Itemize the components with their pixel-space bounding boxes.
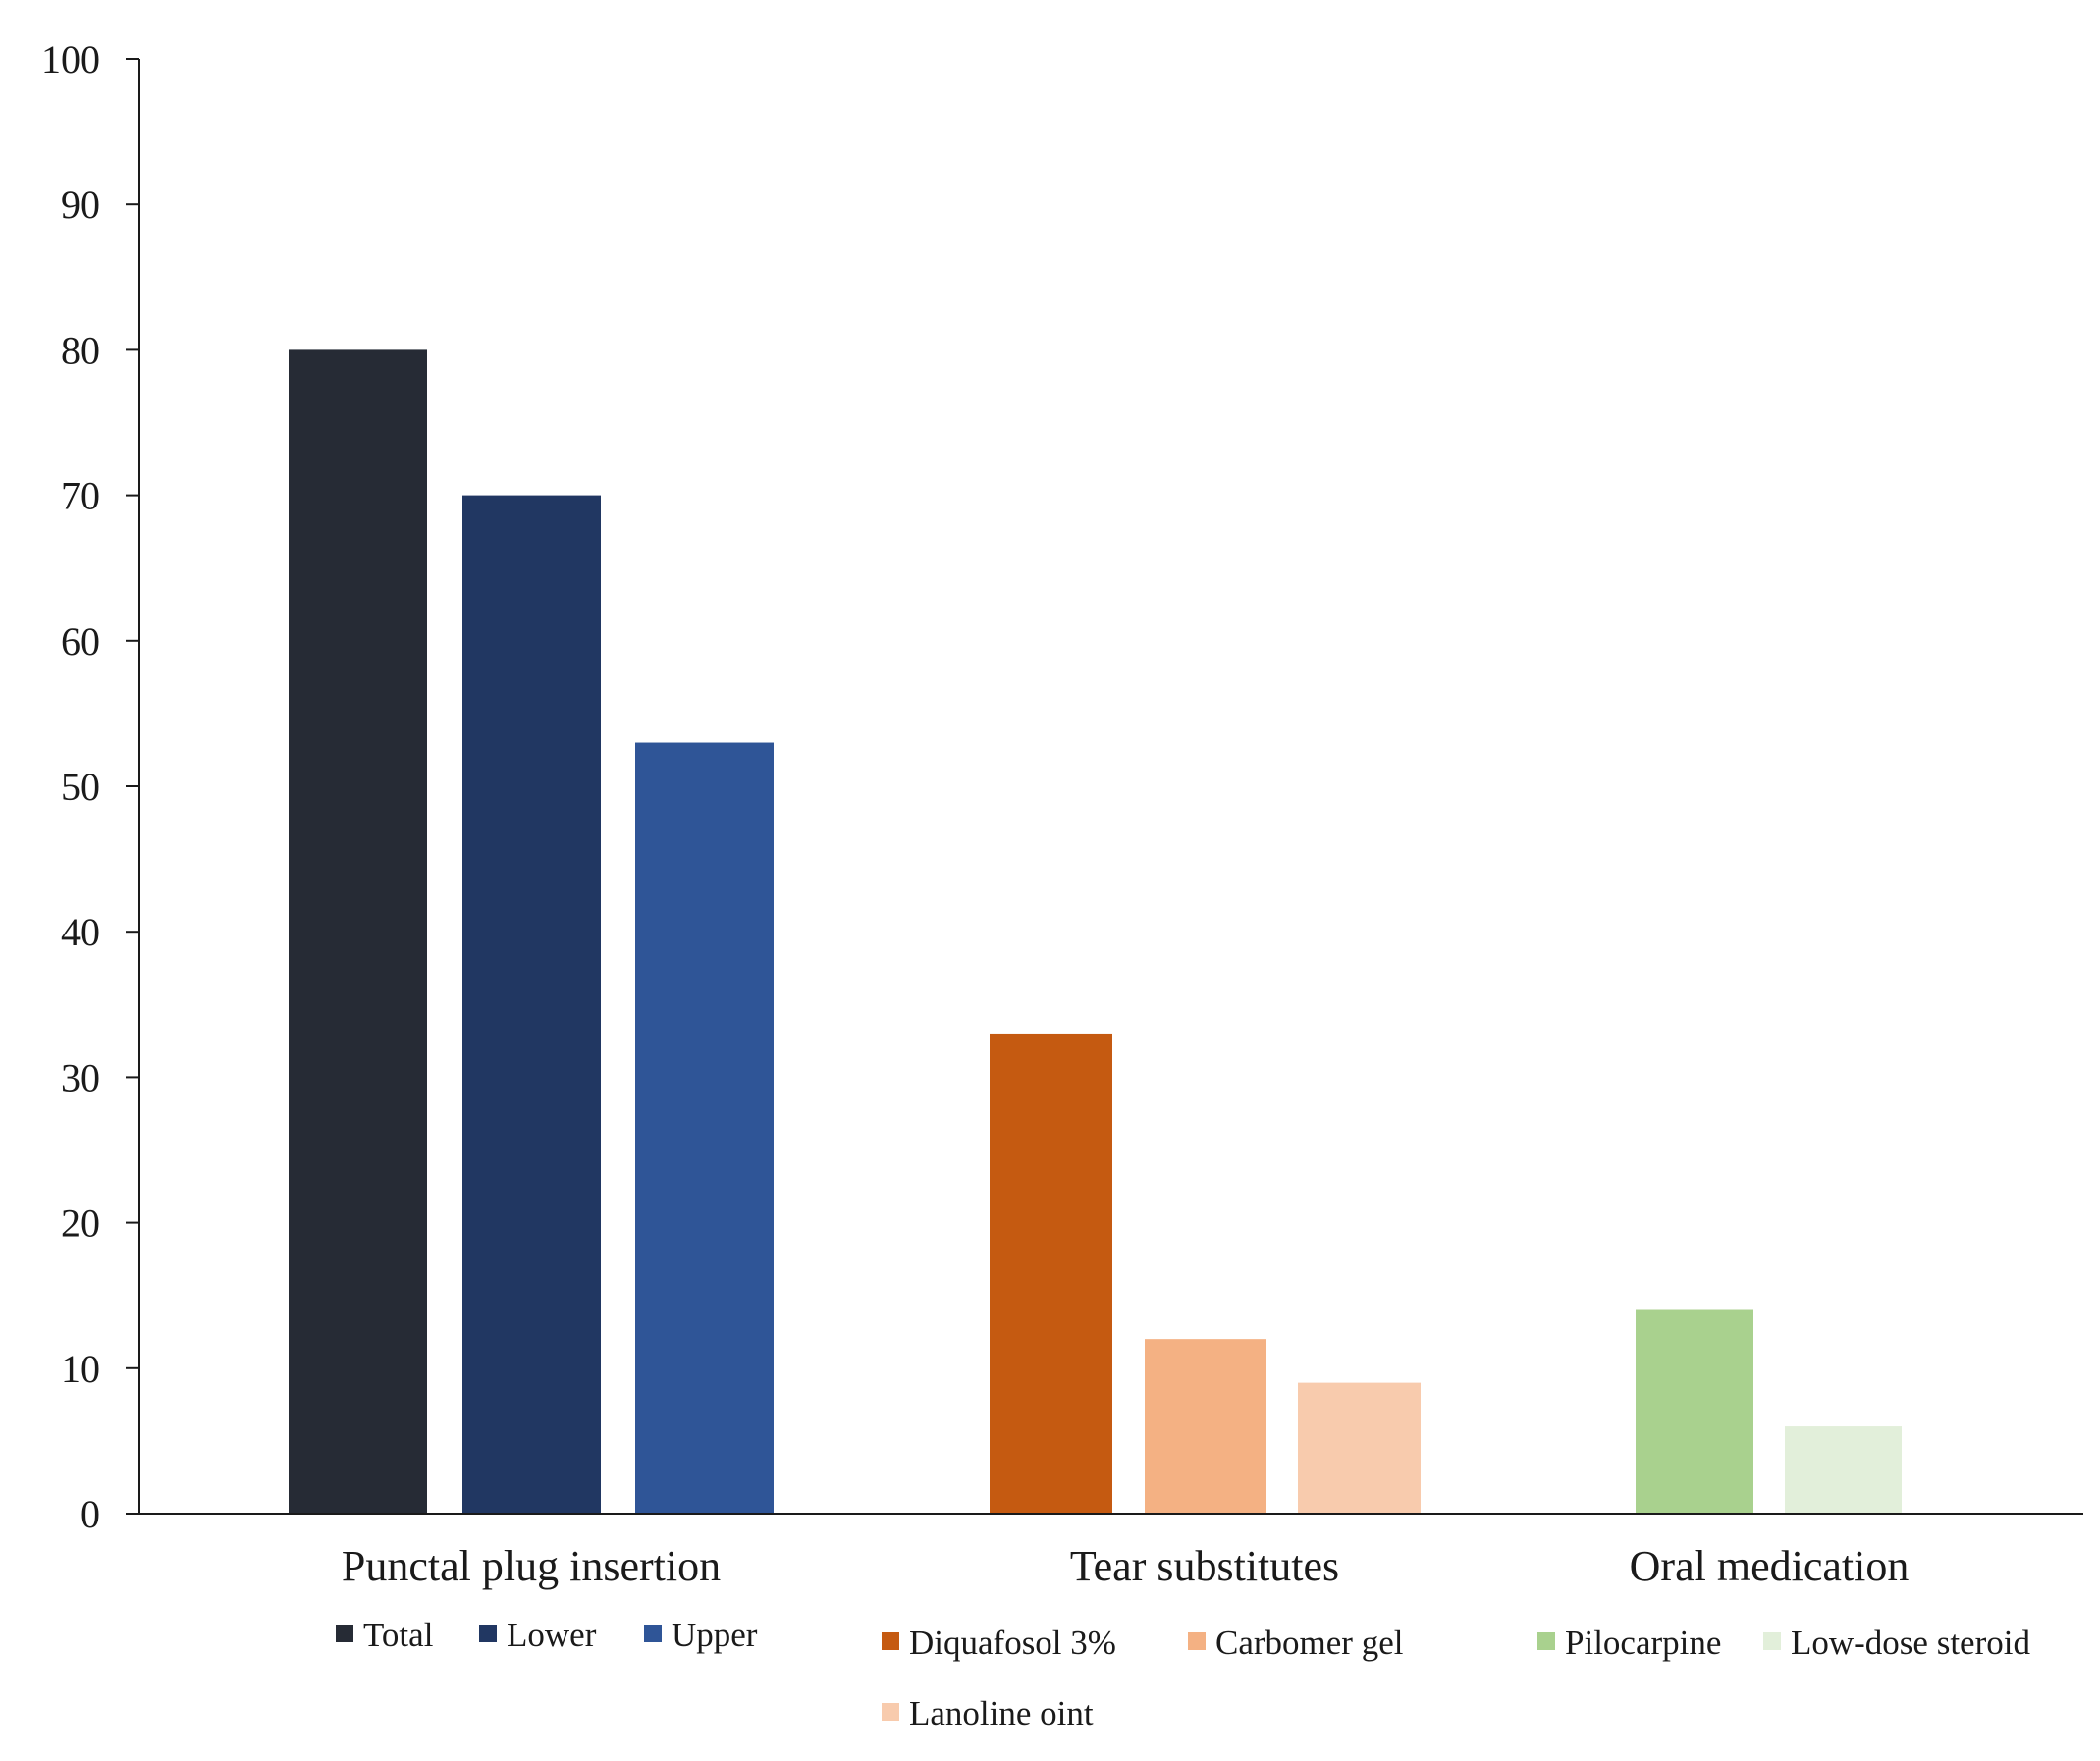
- bar: [1636, 1309, 1753, 1514]
- y-tick-label: 100: [41, 37, 100, 81]
- y-tick-label: 10: [61, 1347, 100, 1391]
- bar: [462, 495, 601, 1515]
- legend-label: Low-dose steroid: [1791, 1624, 2030, 1662]
- bar: [1145, 1339, 1266, 1514]
- y-tick-label: 50: [61, 765, 100, 809]
- y-axis: 0 10 20 30 40 50 60 70 80 90 100: [41, 37, 140, 1536]
- y-tick-label: 90: [61, 183, 100, 227]
- category-labels: Punctal plug insertion Tear substitutes Or…: [342, 1542, 1909, 1590]
- y-tick-label: 70: [61, 474, 100, 518]
- bars: [289, 349, 1902, 1515]
- legend-item: Lanoline oint: [882, 1694, 1094, 1733]
- legend-label: Lower: [507, 1616, 597, 1654]
- y-tick-label: 20: [61, 1201, 100, 1246]
- x-category-label: Oral medication: [1630, 1542, 1910, 1590]
- legend-swatch: [644, 1625, 662, 1642]
- x-category-label: Tear substitutes: [1070, 1542, 1339, 1590]
- y-tick-label: 0: [81, 1492, 100, 1536]
- y-tick-label: 60: [61, 619, 100, 664]
- bar: [1298, 1382, 1421, 1514]
- legend-swatch: [1188, 1632, 1206, 1650]
- legend-swatch: [882, 1632, 899, 1650]
- bar: [1785, 1426, 1902, 1514]
- legend-swatch: [479, 1625, 497, 1642]
- legend: Total Lower Upper Diquafosol 3% Carbomer gel…: [336, 1616, 2030, 1733]
- x-category-label: Punctal plug insertion: [342, 1542, 721, 1590]
- y-tick-label: 40: [61, 910, 100, 954]
- legend-swatch: [336, 1625, 353, 1642]
- legend-item: Low-dose steroid: [1763, 1624, 2030, 1662]
- legend-swatch: [882, 1703, 899, 1721]
- legend-label: Pilocarpine: [1565, 1624, 1721, 1662]
- bar: [635, 742, 774, 1514]
- legend-label: Upper: [672, 1616, 758, 1654]
- legend-item: Lower: [479, 1616, 597, 1654]
- y-tick-label: 80: [61, 328, 100, 372]
- legend-item: Diquafosol 3%: [882, 1624, 1116, 1662]
- legend-label: Carbomer gel: [1215, 1624, 1404, 1662]
- legend-item: Total: [336, 1616, 434, 1654]
- legend-item: Pilocarpine: [1537, 1624, 1721, 1662]
- legend-item: Carbomer gel: [1188, 1624, 1404, 1662]
- bar: [289, 349, 427, 1514]
- legend-swatch: [1537, 1632, 1555, 1650]
- legend-item: Upper: [644, 1616, 758, 1654]
- legend-swatch: [1763, 1632, 1781, 1650]
- bar: [990, 1033, 1112, 1514]
- legend-label: Diquafosol 3%: [909, 1624, 1116, 1662]
- y-tick-label: 30: [61, 1055, 100, 1099]
- legend-label: Lanoline oint: [909, 1694, 1094, 1733]
- legend-label: Total: [363, 1616, 434, 1654]
